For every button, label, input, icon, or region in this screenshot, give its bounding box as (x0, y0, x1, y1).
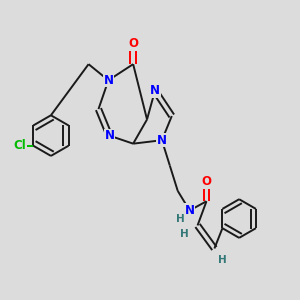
Text: H: H (180, 229, 189, 238)
Text: N: N (104, 129, 114, 142)
Text: O: O (202, 175, 212, 188)
Text: H: H (218, 255, 227, 265)
Text: N: N (184, 204, 195, 217)
Text: N: N (103, 74, 113, 87)
Text: H: H (176, 214, 185, 224)
Text: N: N (157, 134, 167, 147)
Text: Cl: Cl (13, 139, 26, 152)
Text: O: O (128, 37, 138, 50)
Text: N: N (150, 84, 160, 97)
